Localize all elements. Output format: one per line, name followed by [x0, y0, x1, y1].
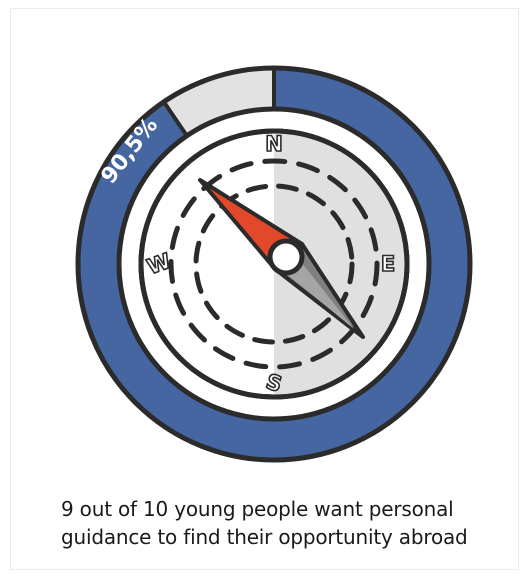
- dashed-ring-inner: [193, 183, 355, 345]
- ring-divider: [162, 100, 189, 137]
- dashed-ring-outer: [168, 158, 380, 370]
- direction-east: E: [381, 252, 395, 276]
- ring-outer-outline: [75, 65, 473, 463]
- compass-graphic: 90,5% N E S W: [75, 65, 473, 463]
- compass-face-outline: [138, 128, 410, 400]
- caption-text: 9 out of 10 young people want personal g…: [61, 497, 468, 549]
- infographic-card: 90,5% N E S W 9 out of 10 young people w…: [10, 8, 519, 570]
- compass-face-shade: [274, 133, 405, 395]
- compass-icon: N E S W: [116, 106, 432, 422]
- needle-pivot: [267, 238, 305, 276]
- direction-north: N: [265, 132, 283, 156]
- needle-south-highlight: [283, 253, 354, 329]
